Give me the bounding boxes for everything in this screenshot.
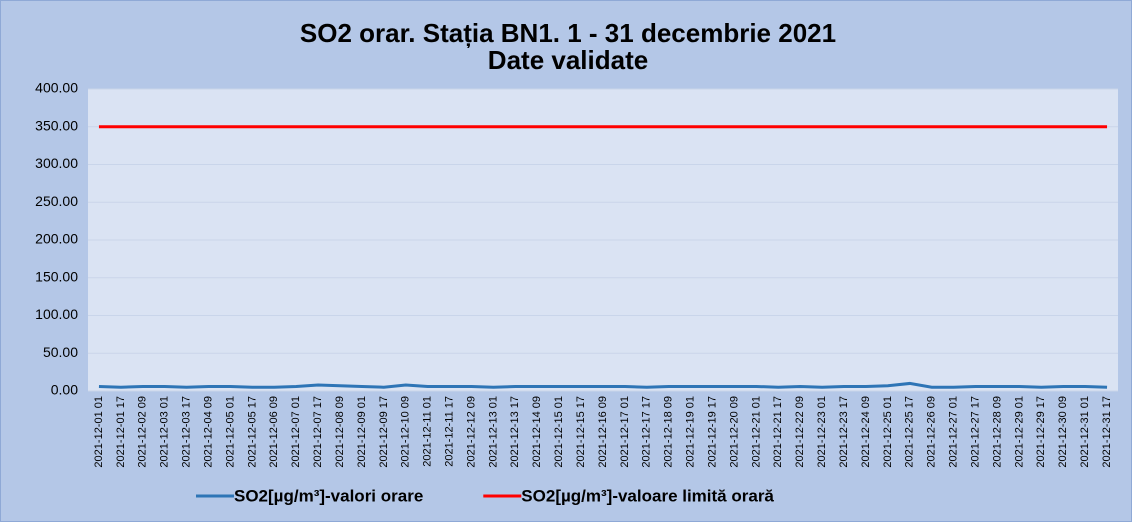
- x-tick-label: 2021-12-25 17: [904, 396, 916, 468]
- x-tick-label: 2021-12-04 09: [202, 396, 214, 468]
- x-tick-label: 2021-12-23 17: [838, 396, 850, 468]
- legend-label: SO2[µg/m³]-valoare limită orară: [521, 486, 774, 505]
- x-tick-label: 2021-12-31 17: [1101, 396, 1113, 468]
- x-tick-label: 2021-12-11 17: [444, 396, 456, 467]
- x-tick-label: 2021-12-12 09: [465, 396, 477, 468]
- x-tick-label: 2021-12-02 09: [137, 396, 149, 468]
- x-tick-label: 2021-12-03 01: [159, 396, 171, 468]
- x-tick-label: 2021-12-01 17: [115, 396, 127, 468]
- x-tick-label: 2021-12-01 01: [93, 396, 105, 468]
- y-tick-label: 150.00: [35, 268, 78, 284]
- x-tick-label: 2021-12-22 09: [794, 396, 806, 468]
- x-tick-label: 2021-12-05 17: [246, 396, 258, 468]
- x-tick-label: 2021-12-13 01: [487, 396, 499, 468]
- x-tick-label: 2021-12-15 17: [575, 396, 587, 468]
- x-tick-label: 2021-12-07 17: [312, 396, 324, 468]
- x-tick-label: 2021-12-27 01: [948, 396, 960, 468]
- x-tick-label: 2021-12-09 01: [356, 396, 368, 468]
- x-tick-label: 2021-12-11 01: [422, 396, 434, 467]
- x-tick-label: 2021-12-31 01: [1079, 396, 1091, 468]
- x-tick-label: 2021-12-16 09: [597, 396, 609, 468]
- x-tick-label: 2021-12-03 17: [181, 396, 193, 468]
- x-tick-label: 2021-12-08 09: [334, 396, 346, 468]
- chart-subtitle: Date validate: [488, 45, 648, 75]
- x-tick-label: 2021-12-29 17: [1035, 396, 1047, 468]
- x-tick-label: 2021-12-26 09: [926, 396, 938, 468]
- y-tick-label: 350.00: [35, 117, 78, 133]
- x-tick-label: 2021-12-19 01: [685, 396, 697, 468]
- data-line: [98, 381, 1108, 389]
- y-tick-label: 100.00: [35, 306, 78, 322]
- legend-label: SO2[µg/m³]-valori orare: [234, 486, 423, 505]
- y-tick-label: 0.00: [51, 382, 78, 398]
- x-tick-label: 2021-12-29 01: [1013, 396, 1025, 468]
- x-tick-label: 2021-12-20 09: [728, 396, 740, 468]
- x-tick-label: 2021-12-25 01: [882, 396, 894, 468]
- x-tick-label: 2021-12-28 09: [991, 396, 1003, 468]
- x-tick-label: 2021-12-30 09: [1057, 396, 1069, 468]
- x-tick-label: 2021-12-15 01: [553, 396, 565, 468]
- x-tick-label: 2021-12-05 01: [224, 396, 236, 468]
- x-tick-label: 2021-12-09 17: [378, 396, 390, 468]
- chart-title: SO2 orar. Stația BN1. 1 - 31 decembrie 2…: [300, 18, 836, 48]
- x-tick-label: 2021-12-07 01: [290, 396, 302, 468]
- x-tick-label: 2021-12-14 09: [531, 396, 543, 468]
- x-tick-label: 2021-12-06 09: [268, 396, 280, 468]
- y-tick-label: 250.00: [35, 193, 78, 209]
- x-tick-label: 2021-12-23 01: [816, 396, 828, 468]
- x-tick-label: 2021-12-27 17: [969, 396, 981, 468]
- y-tick-label: 400.00: [35, 80, 78, 96]
- x-tick-label: 2021-12-21 01: [750, 396, 762, 468]
- x-tick-label: 2021-12-21 17: [772, 396, 784, 468]
- x-tick-label: 2021-12-19 17: [706, 396, 718, 468]
- x-tick-label: 2021-12-10 09: [400, 396, 412, 468]
- x-tick-label: 2021-12-17 01: [619, 396, 631, 468]
- x-tick-label: 2021-12-13 17: [509, 396, 521, 468]
- y-tick-label: 200.00: [35, 231, 78, 247]
- x-tick-label: 2021-12-17 17: [641, 396, 653, 468]
- y-tick-label: 300.00: [35, 155, 78, 171]
- y-tick-label: 50.00: [43, 344, 78, 360]
- x-tick-label: 2021-12-18 09: [663, 396, 675, 468]
- x-tick-label: 2021-12-24 09: [860, 396, 872, 468]
